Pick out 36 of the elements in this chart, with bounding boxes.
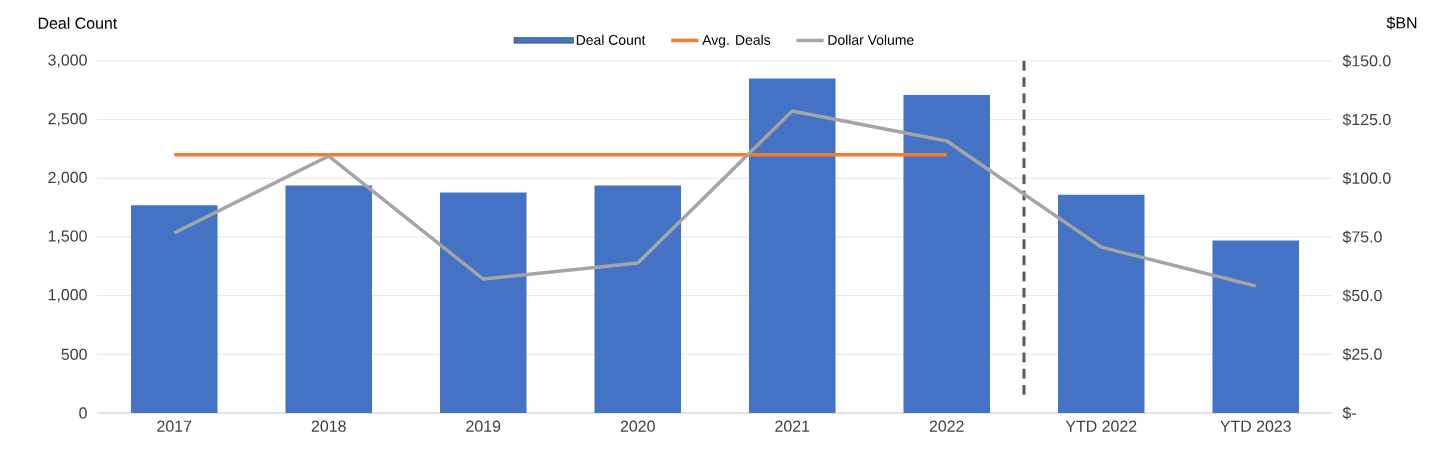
bar [1212, 240, 1299, 413]
bar [285, 185, 373, 413]
bar [903, 95, 990, 413]
x-tick-label: 2020 [620, 420, 655, 432]
x-tick-label: YTD 2022 [1065, 420, 1137, 432]
x-tick-label: YTD 2023 [1220, 420, 1291, 432]
y2-tick-label: $75.0 [1342, 230, 1382, 244]
x-tick-label: 2022 [929, 420, 964, 432]
bar [594, 185, 681, 413]
y2-tick-label: $150.0 [1342, 54, 1391, 68]
x-tick-label: 2019 [466, 420, 501, 432]
y-tick-label: 3,000 [48, 54, 87, 68]
x-tick-label: 2017 [157, 420, 192, 432]
bar [130, 205, 218, 413]
y-tick-label: 1,500 [48, 230, 87, 244]
y2-tick-label: $- [1342, 406, 1356, 420]
y2-tick-label: $25.0 [1342, 347, 1382, 361]
legend-label: Dollar Volume [828, 34, 914, 45]
line-series [172, 109, 1258, 288]
bar [439, 192, 527, 413]
legend-label: Deal Count [576, 34, 646, 45]
y2-axis-title: $BN [1386, 16, 1417, 30]
y-tick-label: 500 [61, 348, 87, 360]
y-tick-label: 2,500 [48, 113, 87, 127]
y-axis-title: Deal Count [38, 17, 118, 29]
bar [748, 78, 836, 413]
x-tick-label: 2021 [775, 420, 810, 432]
y-tick-label: 2,000 [48, 171, 87, 185]
y-tick-label: 0 [79, 407, 87, 419]
y2-tick-label: $100.0 [1342, 171, 1391, 185]
x-tick-label: 2018 [311, 420, 346, 432]
y2-tick-label: $125.0 [1342, 113, 1391, 127]
legend-label: Avg. Deals [702, 34, 771, 48]
y2-tick-label: $50.0 [1342, 289, 1382, 303]
y-tick-label: 1,000 [48, 289, 87, 303]
bar [1057, 194, 1145, 413]
